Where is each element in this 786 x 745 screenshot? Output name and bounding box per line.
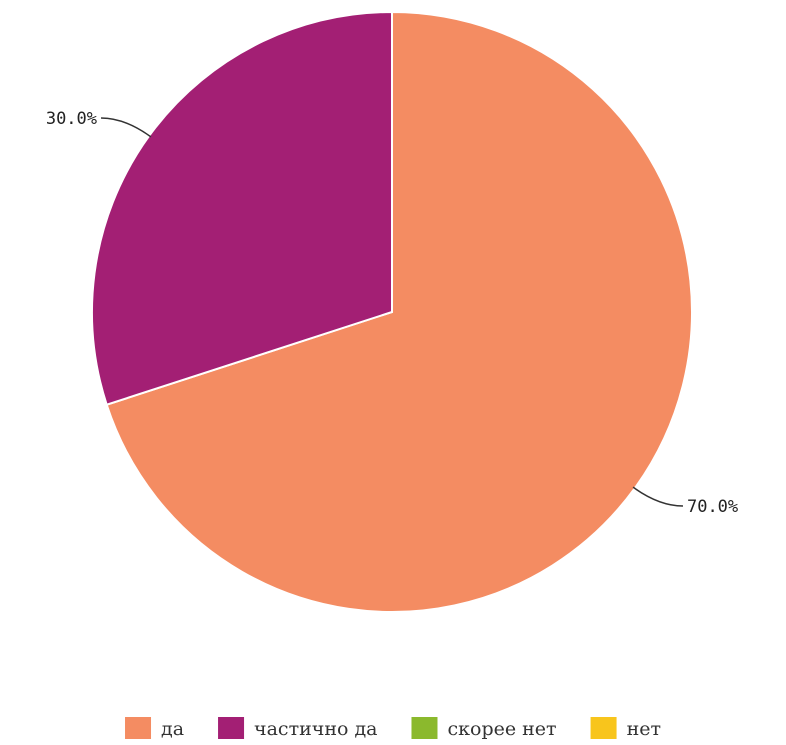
legend-label-2: скорее нет [447, 718, 556, 740]
pie-slices [91, 10, 693, 613]
legend-item-1: частично да [218, 717, 377, 740]
legend-swatch-0 [125, 717, 152, 739]
leader-line-1 [101, 117, 152, 138]
legend-label-3: нет [627, 718, 661, 740]
legend-swatch-1 [218, 717, 245, 739]
legend-item-3: нет [590, 717, 661, 740]
legend-item-2: скорее нет [411, 717, 557, 740]
legend-label-0: да [161, 718, 184, 740]
leader-line-0 [632, 486, 683, 507]
data-labels: 70.0% 30.0% [46, 109, 738, 517]
data-label-1: 30.0% [46, 109, 97, 129]
data-label-0: 70.0% [687, 497, 738, 517]
legend-swatch-3 [590, 717, 617, 739]
leader-lines [101, 117, 683, 507]
legend-item-0: да [125, 717, 184, 740]
legend-label-1: частично да [254, 718, 377, 740]
legend-swatch-2 [411, 717, 438, 739]
legend: да частично да скорее нет нет [125, 717, 661, 740]
